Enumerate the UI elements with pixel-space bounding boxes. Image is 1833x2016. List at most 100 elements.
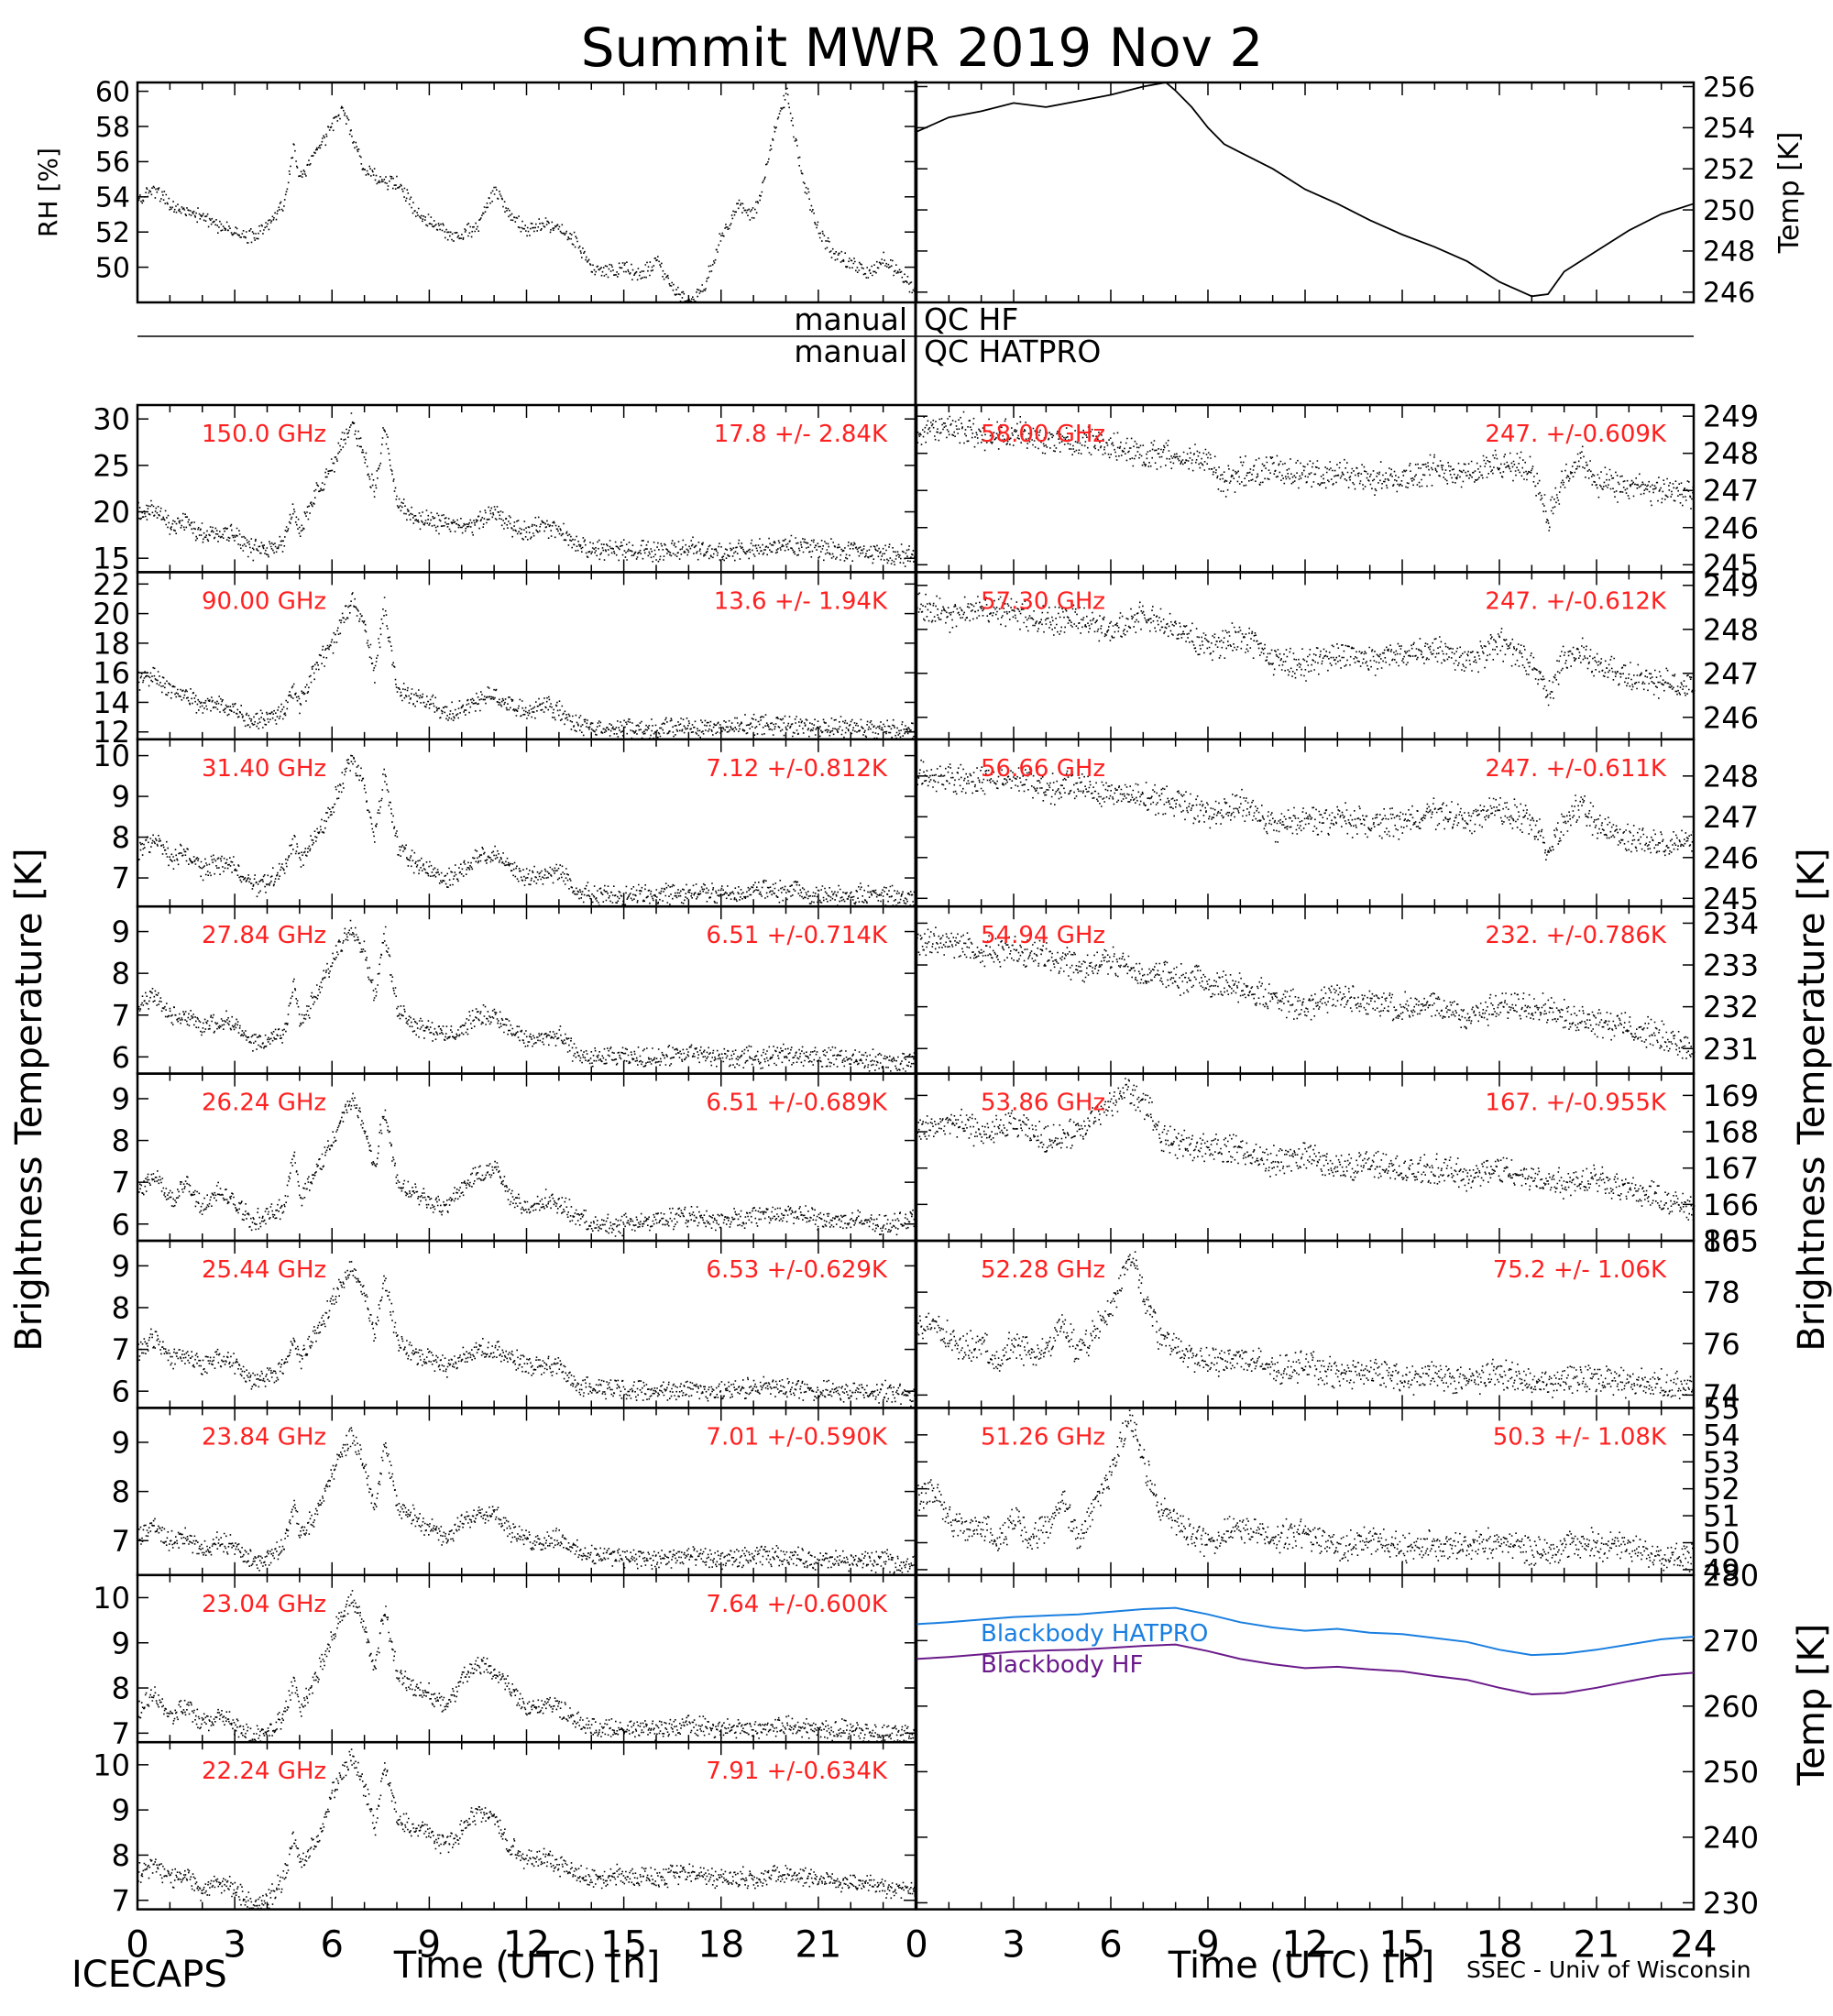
panel-f90-ytick-label: 14: [93, 685, 130, 720]
temp-panel-line: [916, 82, 1695, 298]
panel-f2624-ytick-label: 8: [112, 1123, 130, 1158]
panel-f150-frequency-label: 150.0 GHz: [202, 421, 326, 448]
left-x-tick-label: 0: [126, 1924, 148, 1967]
right-x-tick-label: 9: [1196, 1924, 1219, 1967]
footer-right-label: SSEC - Univ of Wisconsin: [1466, 1956, 1751, 1983]
panel-f2544-ytick-label: 7: [112, 1332, 130, 1367]
panel-f2784-points: [137, 919, 917, 1073]
panel-f2544-ytick-label: 6: [112, 1375, 130, 1409]
panel-f90-ytick-label: 12: [93, 715, 130, 750]
panel-f2784-stat-label: 6.51 +/-0.714K: [706, 922, 888, 949]
left-x-tick-label: 9: [418, 1924, 441, 1967]
left-x-tick-label: 12: [503, 1924, 550, 1967]
panel-f5386-ytick-label: 168: [1703, 1115, 1759, 1150]
right-y-axis-label: Brightness Temperature [K]: [1791, 848, 1833, 1351]
panel-f90-ytick-label: 20: [93, 597, 130, 631]
panel-f2784-ytick-label: 7: [112, 998, 130, 1033]
panel-f5228-frequency-label: 52.28 GHz: [981, 1256, 1105, 1284]
panel-f5666-ytick-label: 246: [1703, 840, 1759, 875]
panel-f150-ytick-label: 30: [93, 402, 130, 437]
panel-f2624-ytick-label: 7: [112, 1166, 130, 1200]
panel-f2624-ytick-label: 6: [112, 1207, 130, 1242]
temp-y-axis-label: Temp [K]: [1773, 132, 1806, 255]
panel-f5386-points: [916, 1078, 1696, 1222]
right-x-tick-label: 15: [1379, 1924, 1426, 1967]
left-x-tick-label: 18: [697, 1924, 744, 1967]
panel-f2624-frequency-label: 26.24 GHz: [202, 1090, 326, 1117]
blackbody-panel-ytick-label: 240: [1703, 1820, 1759, 1855]
panel-f5666-points: [916, 759, 1695, 860]
panel-f314-ytick-label: 10: [93, 739, 130, 773]
panel-f5126-ytick-label: 52: [1703, 1472, 1740, 1507]
panel-f5386-ytick-label: 167: [1703, 1151, 1759, 1186]
panel-f2384-ytick-label: 9: [112, 1425, 130, 1460]
panel-f2304-stat-label: 7.64 +/-0.600K: [706, 1591, 888, 1618]
panel-f5386-frequency-label: 53.86 GHz: [981, 1090, 1105, 1117]
panel-f2784-frequency-label: 27.84 GHz: [202, 922, 326, 949]
panel-f314-ytick-label: 7: [112, 861, 130, 896]
panel-f90-ytick-label: 22: [93, 567, 130, 602]
left-x-tick-label: 3: [223, 1924, 246, 1967]
panel-f5666-ytick-label: 245: [1703, 882, 1759, 916]
panel-f2784-ytick-label: 9: [112, 915, 130, 949]
panel-f5228-stat-label: 75.2 +/- 1.06K: [1493, 1256, 1667, 1284]
right-x-tick-label: 18: [1476, 1924, 1523, 1967]
panel-f5800-frequency-label: 58.00 GHz: [981, 421, 1105, 448]
panel-f2544-ytick-label: 8: [112, 1290, 130, 1325]
panel-f2304-ytick-label: 8: [112, 1671, 130, 1706]
panel-f5386-stat-label: 167. +/-0.955K: [1485, 1090, 1667, 1117]
panel-f90-ytick-label: 16: [93, 656, 130, 691]
panel-f2304-ytick-label: 9: [112, 1626, 130, 1660]
right-x-tick-label: 0: [905, 1924, 927, 1967]
panel-f5126-ytick-label: 51: [1703, 1499, 1740, 1534]
left-x-tick-label: 6: [321, 1924, 344, 1967]
panel-f150-ytick-label: 15: [93, 542, 130, 576]
qc-row-2-right: QC HATPRO: [924, 334, 1101, 369]
panel-f2384-ytick-label: 7: [112, 1524, 130, 1559]
temp-panel-ytick-label: 246: [1703, 278, 1755, 310]
panel-f5126-ytick-label: 49: [1703, 1552, 1740, 1587]
panel-f5730-ytick-label: 249: [1703, 568, 1759, 603]
panel-f150-stat-label: 17.8 +/- 2.84K: [714, 421, 888, 448]
panel-f150-ytick-label: 25: [93, 448, 130, 483]
panel-f5126-ytick-label: 50: [1703, 1526, 1740, 1561]
panel-f5730-ytick-label: 248: [1703, 612, 1759, 647]
panel-f5228-ytick-label: 74: [1703, 1378, 1740, 1413]
panel-f314-stat-label: 7.12 +/-0.812K: [706, 755, 888, 783]
panel-f5126-ytick-label: 54: [1703, 1418, 1740, 1452]
rh-panel-ytick-label: 50: [95, 252, 130, 284]
panel-f2224-ytick-label: 10: [93, 1748, 130, 1782]
blackbody-panel-ytick-label: 270: [1703, 1624, 1759, 1659]
left-x-tick-label: 21: [795, 1924, 841, 1967]
panel-f314-ytick-label: 9: [112, 780, 130, 815]
panel-f2224-ytick-label: 9: [112, 1793, 130, 1828]
rh-panel-ytick-label: 60: [95, 76, 130, 108]
panel-f5800-ytick-label: 248: [1703, 436, 1759, 471]
panel-f5494-ytick-label: 233: [1703, 948, 1759, 983]
panel-f5666-stat-label: 247. +/-0.611K: [1485, 755, 1667, 783]
blackbody-panel-ytick-label: 280: [1703, 1558, 1759, 1593]
panel-f5494-frequency-label: 54.94 GHz: [981, 922, 1105, 949]
blackbody-y-axis-label: Temp [K]: [1791, 1624, 1833, 1787]
qc-row-1-right: QC HF: [924, 301, 1018, 337]
panel-f90-ytick-label: 18: [93, 626, 130, 661]
panel-f314-ytick-label: 8: [112, 820, 130, 855]
panel-f5126-stat-label: 50.3 +/- 1.08K: [1493, 1423, 1667, 1451]
panel-f5228-ytick-label: 76: [1703, 1327, 1740, 1362]
temp-panel-ytick-label: 254: [1703, 113, 1755, 145]
panel-f2784-ytick-label: 8: [112, 957, 130, 992]
panel-f5800-ytick-label: 247: [1703, 474, 1759, 509]
panel-f5126-ytick-label: 55: [1703, 1391, 1740, 1426]
panel-f150-ytick-label: 20: [93, 495, 130, 530]
panel-f5800-stat-label: 247. +/-0.609K: [1485, 421, 1667, 448]
blackbody-panel-ytick-label: 250: [1703, 1755, 1759, 1790]
qc-row-2-left: manual: [794, 334, 907, 369]
right-x-tick-label: 3: [1002, 1924, 1025, 1967]
rh-panel-ytick-label: 52: [95, 217, 130, 249]
panel-f2224-ytick-label: 8: [112, 1838, 130, 1873]
panel-f5666-ytick-label: 247: [1703, 800, 1759, 835]
panel-f5730-frequency-label: 57.30 GHz: [981, 587, 1105, 615]
temp-panel-ytick-label: 250: [1703, 195, 1755, 227]
